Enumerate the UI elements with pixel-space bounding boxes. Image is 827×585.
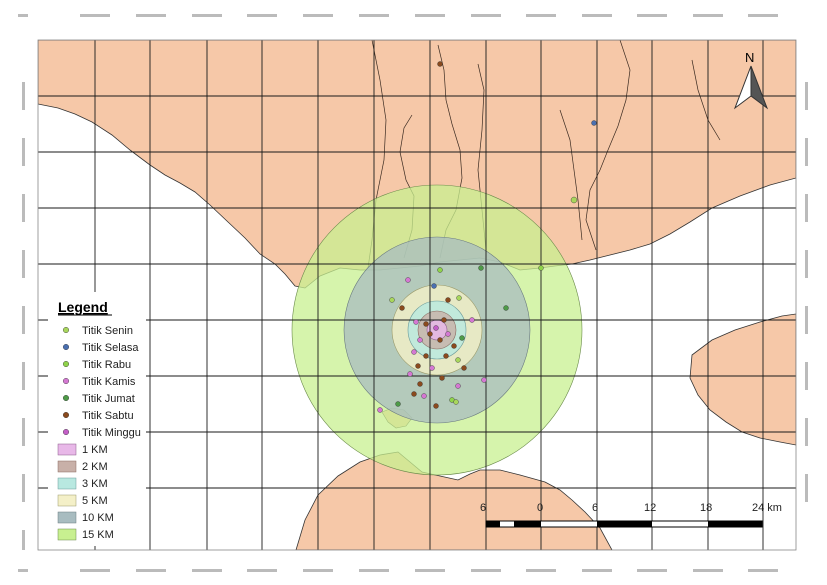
point-sabtu [437, 337, 443, 343]
point-sabtu [451, 343, 457, 349]
point-kamis [417, 337, 423, 343]
scale-label: 6 [592, 502, 598, 514]
legend-swatch-senin [63, 327, 70, 334]
point-kamis [429, 365, 435, 371]
legend-label-senin: Titik Senin [82, 325, 133, 337]
legend-label-2km: 2 KM [82, 461, 108, 473]
point-sabtu [399, 305, 405, 311]
point-sabtu [443, 353, 449, 359]
point-jumat [459, 335, 465, 341]
scale-label: 24 km [752, 502, 782, 514]
legend-label-1km: 1 KM [82, 444, 108, 456]
land-east [689, 313, 796, 446]
legend-label-3km: 3 KM [82, 478, 108, 490]
legend-label-sabtu: Titik Sabtu [82, 410, 134, 422]
scale-label: 6 [480, 502, 486, 514]
point-senin [455, 357, 461, 363]
point-senin [456, 295, 462, 301]
scale-bar: 6 0 6 12 18 24 km [480, 502, 782, 528]
north-arrow-right-icon [750, 65, 769, 110]
point-kamis [445, 331, 451, 337]
legend-title: Legend [58, 299, 108, 315]
legend-swatch-2km [57, 460, 77, 473]
point-jumat [395, 401, 401, 407]
point-senin [389, 297, 395, 303]
legend-label-5km: 5 KM [82, 495, 108, 507]
legend-swatch-10km [57, 511, 77, 524]
point-minggu [437, 61, 443, 67]
legend-swatch-1km [57, 443, 77, 456]
point-kamis [411, 349, 417, 355]
point-senin [453, 399, 459, 405]
legend-swatch-kamis [63, 378, 70, 385]
point-kamis [469, 317, 475, 323]
point-rabu [437, 267, 443, 273]
point-sabtu [461, 365, 467, 371]
point-sabtu [441, 317, 447, 323]
legend-label-rabu: Titik Rabu [82, 359, 131, 371]
legend-swatch-minggu [63, 429, 70, 436]
map-border [37, 39, 797, 551]
legend-swatch-5km [57, 494, 77, 507]
point-kamis [405, 277, 411, 283]
coord-labels-right [805, 82, 808, 502]
point-sabtu [423, 321, 429, 327]
point-kamis [481, 377, 487, 383]
legend-label-15km: 15 KM [82, 529, 114, 541]
point-sabtu [439, 375, 445, 381]
legend-swatch-selasa [63, 344, 70, 351]
point-kamis [377, 407, 383, 413]
point-jumat [478, 265, 484, 271]
coord-labels-bottom [18, 569, 778, 572]
scale-label: 12 [644, 502, 656, 514]
north-arrow: N [733, 50, 769, 110]
point-sabtu [415, 363, 421, 369]
point-sabtu [445, 297, 451, 303]
legend-swatch-15km [57, 528, 77, 541]
point-kamis [413, 319, 419, 325]
legend-label-jumat: Titik Jumat [82, 393, 135, 405]
coord-labels-left [22, 82, 25, 550]
legend-label-kamis: Titik Kamis [82, 376, 136, 388]
legend-swatch-3km [57, 477, 77, 490]
point-sabtu [427, 331, 433, 337]
sample-points [377, 61, 597, 413]
scale-label: 0 [537, 502, 543, 514]
north-label: N [745, 50, 754, 65]
point-sabtu [433, 403, 439, 409]
point-kamis [421, 393, 427, 399]
legend-swatch-sabtu [63, 412, 70, 419]
legend-label-selasa: Titik Selasa [82, 342, 139, 354]
point-selasa [591, 120, 597, 126]
point-kamis [407, 371, 413, 377]
legend-swatch-rabu [63, 361, 70, 368]
legend-label-10km: 10 KM [82, 512, 114, 524]
point-selasa [431, 283, 437, 289]
scale-label: 18 [700, 502, 712, 514]
map-area [38, 40, 796, 550]
point-sabtu [411, 391, 417, 397]
point-sabtu [423, 353, 429, 359]
point-kamis [455, 383, 461, 389]
coord-labels-top [18, 14, 778, 17]
legend-label-minggu: Titik Minggu [82, 427, 141, 439]
point-minggu [433, 325, 439, 331]
legend: Legend Titik Senin Titik Selasa Titik Ra… [48, 292, 146, 546]
point-jumat [503, 305, 509, 311]
point-rabu [538, 265, 544, 271]
point-senin [570, 196, 578, 204]
point-sabtu [417, 381, 423, 387]
legend-swatch-jumat [63, 395, 70, 402]
